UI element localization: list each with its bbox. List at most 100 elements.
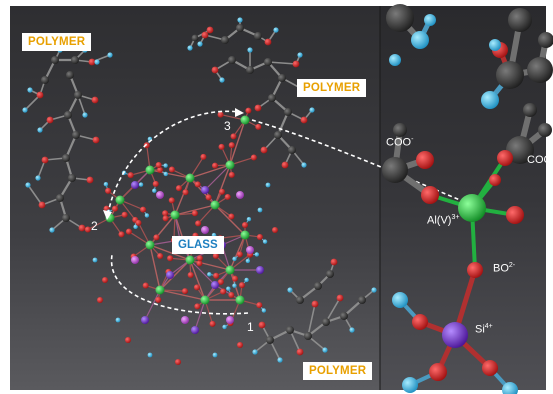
bond (229, 119, 246, 166)
hydrogen-atom (187, 45, 193, 51)
aluminium-atom (185, 255, 195, 265)
hydrogen-atom (35, 175, 41, 181)
bond (64, 134, 78, 159)
hydrogen-atom (371, 287, 377, 293)
oxygen-atom (206, 26, 214, 34)
oxygen-atom (162, 215, 169, 222)
aluminium-atom (210, 200, 220, 210)
oxygen-atom (256, 302, 263, 309)
bond (189, 164, 231, 179)
oxygen-atom (281, 161, 289, 169)
oxygen-atom (181, 288, 188, 295)
polymer-label-bottom: POLYMER (303, 362, 373, 380)
boron-atom (226, 316, 234, 324)
silicon-atom (166, 271, 174, 279)
carbon-atom (393, 123, 407, 137)
boron-atom (201, 226, 209, 234)
silicon-atom (131, 181, 139, 189)
oxygen-atom (112, 205, 118, 212)
carbon-atom (221, 36, 229, 44)
bond (24, 94, 41, 111)
oxygen-atom (292, 60, 300, 68)
oxygen-atom (175, 185, 182, 192)
polymer-label-top-left: POLYMER (22, 33, 92, 51)
hydrogen-atom (147, 352, 153, 358)
boron-atom (246, 246, 254, 254)
aluminium-atom (145, 240, 155, 250)
oxygen-atom (237, 342, 243, 348)
oxygen-atom (218, 188, 225, 195)
oxygen-atom (194, 303, 201, 310)
hydrogen-atom (144, 213, 150, 218)
coo-minus-label-left: COO- (386, 136, 414, 149)
hydrogen-atom (152, 188, 157, 193)
oxygen-atom (296, 348, 304, 356)
carbon-atom (358, 296, 366, 304)
bond (189, 259, 206, 301)
oxygen-atom (105, 187, 112, 194)
carbon-atom (41, 76, 49, 84)
oxygen-atom (228, 213, 235, 220)
oxygen-atom (78, 224, 86, 232)
aluminium-atom (200, 295, 210, 305)
carbon-atom (254, 32, 262, 40)
silicon-atom (211, 281, 219, 289)
oxygen-atom (193, 284, 200, 291)
bond (159, 259, 191, 291)
oxygen-atom (236, 251, 243, 258)
hydrogen-atom (27, 87, 33, 93)
carbon-atom (274, 131, 282, 139)
hydrogen-atom (273, 27, 279, 33)
carbon-atom (278, 74, 286, 82)
coo-label-right: COO (527, 154, 553, 166)
hydrogen-atom (254, 252, 260, 257)
oxygen-atom (228, 142, 235, 149)
bond (267, 61, 297, 65)
oxygen-atom (264, 38, 272, 46)
silicon-atom (141, 316, 149, 324)
oxygen-atom (311, 300, 319, 308)
oxygen-atom (258, 321, 266, 329)
hydrogen-atom (82, 112, 88, 118)
bond (307, 303, 316, 337)
hydrogen-atom (222, 324, 227, 330)
oxygen-atom (201, 31, 209, 39)
oxygen-atom (330, 258, 338, 266)
silicon-atom (256, 266, 264, 274)
oxygen-atom (260, 146, 268, 154)
carbon-atom (62, 214, 70, 222)
oxygen-atom (135, 219, 142, 226)
oxygen-atom (152, 180, 159, 187)
migration-path-1-to-2 (110, 254, 249, 315)
hydrogen-atom (163, 171, 168, 177)
hydrogen-atom (261, 308, 267, 313)
bond (325, 297, 341, 323)
oxygen-atom (228, 292, 235, 298)
bond (343, 299, 363, 317)
bond (214, 204, 246, 236)
hydrogen-atom (245, 258, 251, 264)
oxygen-atom (121, 211, 128, 218)
oxygen-atom (217, 111, 224, 118)
glass-label: GLASS (172, 236, 224, 254)
migration-path-2-to-3 (107, 110, 241, 215)
carbon-atom (314, 282, 322, 290)
oxygen-atom (230, 133, 237, 140)
oxygen-atom (168, 166, 175, 173)
oxygen-atom (36, 91, 44, 99)
boron-atom (181, 316, 189, 324)
oxygen-atom (175, 359, 181, 365)
oxygen-atom (102, 277, 108, 283)
carbon-atom (68, 174, 76, 182)
carbon-atom (506, 136, 534, 164)
oxygen-atom (416, 151, 434, 169)
oxygen-atom (167, 255, 174, 262)
oxygen-atom (97, 297, 103, 303)
bond (189, 259, 216, 286)
oxygen-atom (412, 314, 428, 330)
hydrogen-atom (277, 357, 283, 363)
aluminium-atom (145, 165, 155, 175)
hydrogen-atom (37, 127, 43, 133)
oxygen-atom (256, 233, 263, 240)
carbon-atom (538, 123, 552, 137)
